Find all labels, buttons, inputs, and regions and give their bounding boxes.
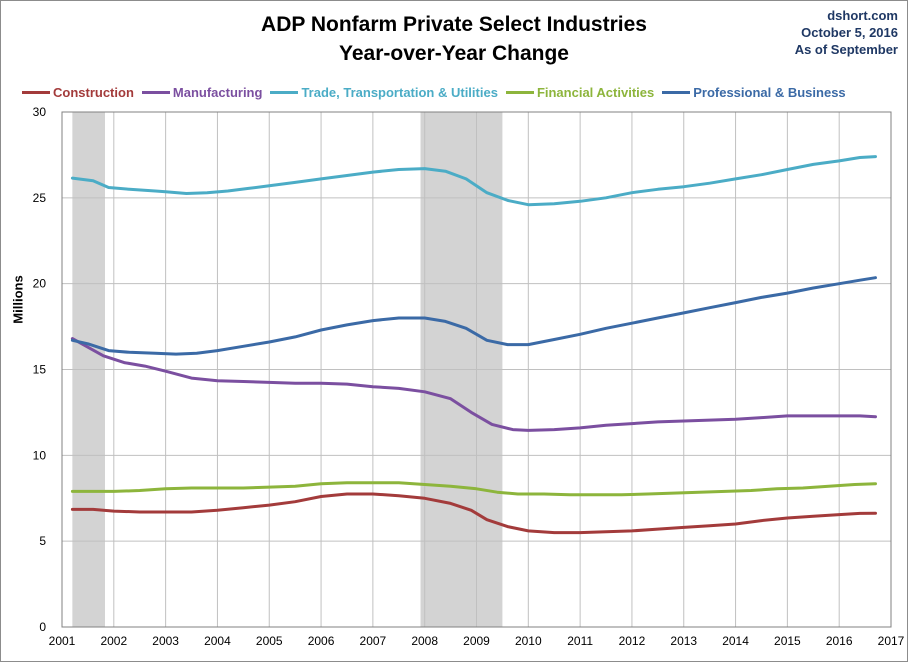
- x-tick-label-2002: 2002: [100, 634, 127, 648]
- legend-item-trade-transportation-utilities: Trade, Transportation & Utilities: [270, 84, 498, 100]
- plot-border: [61, 111, 892, 628]
- source-date: October 5, 2016: [801, 25, 898, 40]
- x-tick-label-2015: 2015: [774, 634, 801, 648]
- source-as-of: As of September: [794, 42, 898, 57]
- x-tick-label-2011: 2011: [567, 634, 593, 648]
- y-tick-label-5: 5: [39, 534, 46, 548]
- legend-label-financial-activities: Financial Activities: [536, 84, 655, 100]
- x-tick-label-2010: 2010: [515, 634, 542, 648]
- legend-label-trade-transportation-utilities: Trade, Transportation & Utilities: [301, 84, 498, 100]
- series-line-professional-business: [70, 276, 877, 356]
- legend-swatch-construction: [22, 90, 50, 94]
- y-tick-label-25: 25: [33, 191, 47, 205]
- legend-label-manufacturing: Manufacturing: [172, 84, 263, 100]
- x-tick-label-2014: 2014: [722, 634, 749, 648]
- x-tick-label-2001: 2001: [49, 634, 76, 648]
- legend-swatch-trade-transportation-utilities: [270, 90, 299, 94]
- series-line-trade-transportation-utilities: [70, 155, 877, 207]
- chart-subtitle: Year-over-Year Change: [339, 42, 569, 65]
- x-tick-label-2007: 2007: [360, 634, 387, 648]
- legend-swatch-financial-activities: [505, 90, 534, 94]
- legend-item-construction: Construction: [22, 85, 134, 100]
- x-tick-label-2017: 2017: [878, 634, 905, 648]
- x-tick-label-2009: 2009: [463, 634, 490, 648]
- legend-swatch-manufacturing: [141, 90, 170, 94]
- legend-swatch-professional-business: [662, 90, 691, 94]
- x-tick-label-2005: 2005: [256, 634, 283, 648]
- x-tick-label-2012: 2012: [619, 634, 646, 648]
- y-tick-label-15: 15: [33, 363, 47, 377]
- legend-item-professional-business: Professional & Business: [662, 84, 846, 100]
- x-tick-label-2006: 2006: [308, 634, 335, 648]
- x-tick-label-2016: 2016: [826, 634, 853, 648]
- series-line-financial-activities: [70, 481, 877, 497]
- chart-title: ADP Nonfarm Private Select Industries: [261, 13, 647, 36]
- y-tick-label-10: 10: [33, 448, 47, 462]
- legend-item-financial-activities: Financial Activities: [505, 84, 655, 100]
- x-tick-label-2003: 2003: [152, 634, 179, 648]
- x-tick-label-2013: 2013: [670, 634, 697, 648]
- series-line-construction: [70, 492, 877, 535]
- legend-label-construction: Construction: [53, 84, 134, 100]
- legend-item-manufacturing: Manufacturing: [141, 84, 263, 100]
- x-tick-label-2008: 2008: [411, 634, 438, 648]
- y-tick-label-30: 30: [33, 105, 47, 119]
- y-tick-label-20: 20: [33, 277, 47, 291]
- series-line-manufacturing: [70, 337, 877, 432]
- x-tick-label-2004: 2004: [204, 634, 231, 648]
- legend-label-professional-business: Professional & Business: [693, 84, 846, 100]
- chart-legend: Construction Manufacturing Trade, Transpor…: [22, 83, 854, 101]
- source-site: dshort.com: [827, 8, 898, 23]
- y-tick-label-0: 0: [39, 620, 46, 634]
